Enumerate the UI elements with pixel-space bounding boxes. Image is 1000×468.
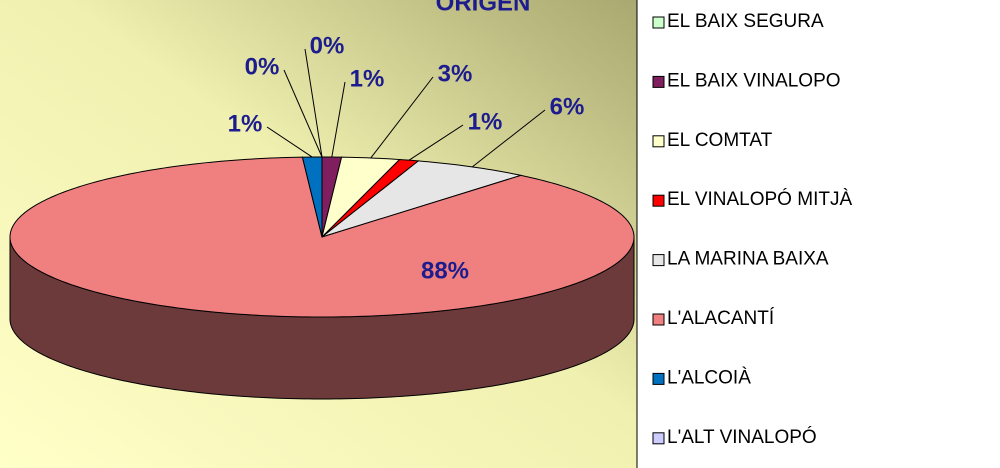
legend-label: LA MARINA BAIXA: [667, 249, 829, 270]
data-label: 1%: [468, 108, 503, 135]
data-label: 3%: [438, 60, 473, 87]
legend-swatch: [652, 75, 665, 88]
slice: [9, 156, 635, 318]
data-label: 0%: [310, 32, 345, 59]
leader-line: [331, 81, 346, 158]
chart-title: ORIGEN: [436, 0, 531, 16]
leader-line: [266, 126, 313, 158]
legend-swatch: [652, 313, 665, 326]
leader-line: [370, 76, 434, 159]
legend-swatch: [652, 135, 665, 148]
legend-label: EL BAIX SEGURA: [667, 11, 824, 32]
legend-swatch: [652, 194, 665, 207]
leader-line: [283, 69, 323, 158]
legend-swatch: [652, 372, 665, 385]
leader-line: [408, 124, 464, 161]
legend-label: EL BAIX VINALOPO: [667, 70, 841, 91]
legend-swatch: [652, 254, 665, 267]
data-label: 1%: [228, 110, 263, 137]
data-label: 6%: [550, 93, 585, 120]
legend-label: EL VINALOPÓ MITJÀ: [667, 188, 852, 210]
legend-swatch: [652, 432, 665, 445]
legend-label: L'ALCOIÀ: [667, 367, 751, 388]
legend-label: L'ALACANTÍ: [667, 308, 775, 329]
legend-label: EL COMTAT: [667, 130, 773, 151]
data-label: 1%: [350, 65, 385, 92]
leader-line: [304, 48, 323, 158]
legend-swatch: [652, 16, 665, 29]
slice: [321, 160, 523, 238]
data-label: 88%: [421, 257, 469, 284]
data-label: 0%: [245, 53, 280, 80]
legend-label: L'ALT VINALOPÓ: [667, 426, 817, 448]
leader-line: [471, 109, 546, 168]
